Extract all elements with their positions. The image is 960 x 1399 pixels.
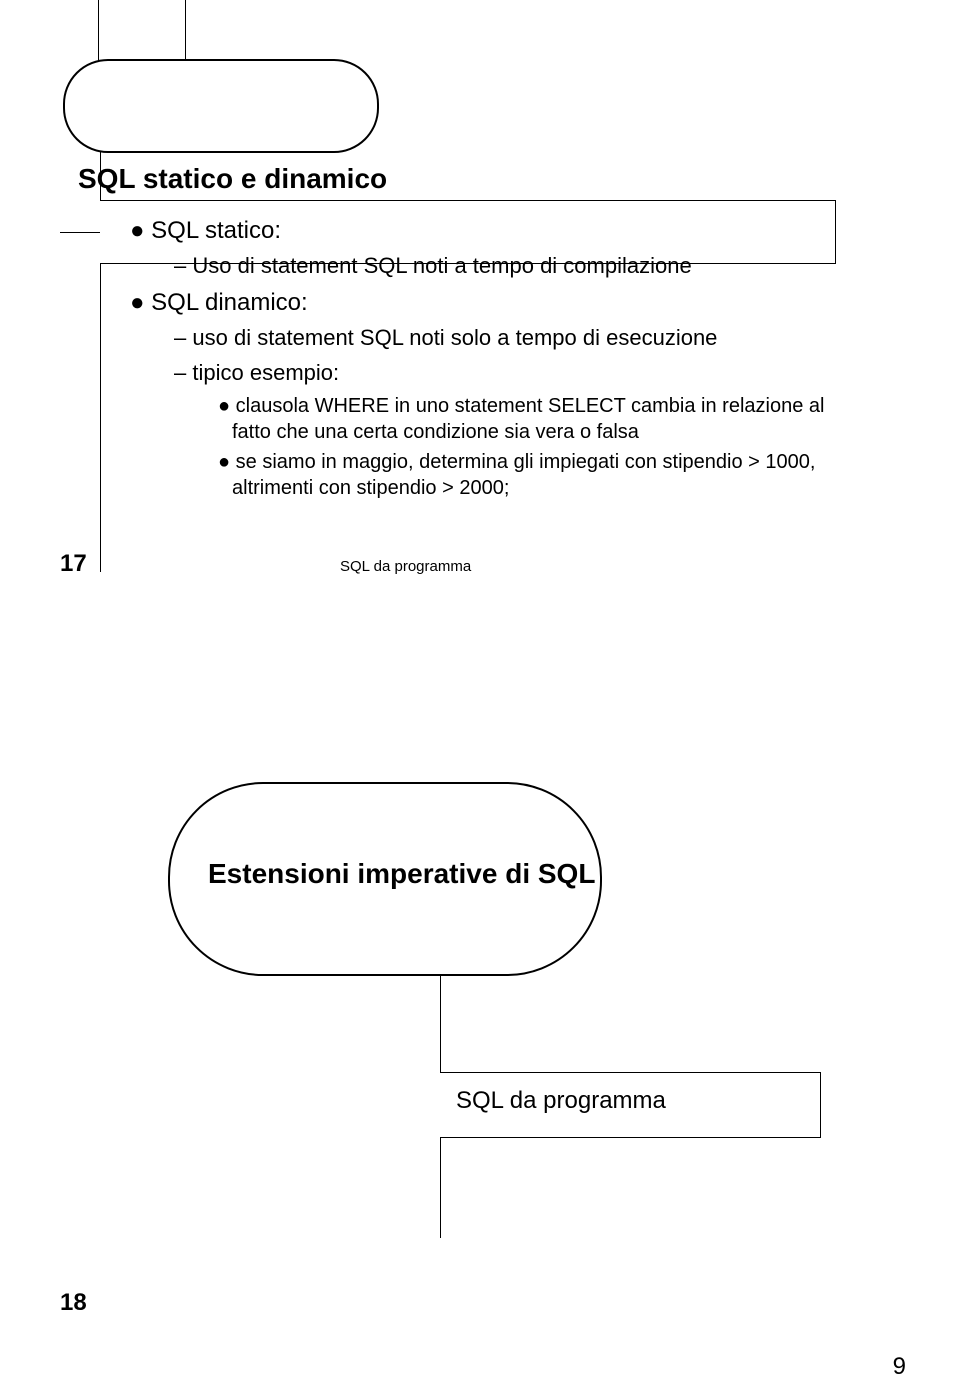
slide17-footer: SQL da programma [340,558,471,575]
bullet-l1: ● SQL statico: [130,215,840,246]
bullet-l1: ● SQL dinamico: [130,287,840,318]
slide17-bullets: ● SQL statico: – Uso di statement SQL no… [130,215,840,505]
bullet-l2: – uso di statement SQL noti solo a tempo… [174,324,840,353]
slide17-horizontal-connector [60,232,100,233]
slide18-subtitle: SQL da programma [456,1087,666,1115]
slide17-title-capsule [63,59,379,153]
bullet-l3: ● clausola WHERE in uno statement SELECT… [218,393,840,445]
slide17-top-connector-box [98,0,186,61]
page-number: 9 [893,1353,906,1381]
bullet-l2: – tipico esempio: [174,359,840,388]
bullet-l2: – Uso di statement SQL noti a tempo di c… [174,252,840,281]
page: SQL statico e dinamico ● SQL statico: – … [0,0,960,1399]
slide18-number: 18 [60,1289,87,1317]
slide17-title: SQL statico e dinamico [78,163,387,195]
slide17-number: 17 [60,550,87,578]
slide18-title: Estensioni imperative di SQL [208,858,595,890]
bullet-l3: ● se siamo in maggio, determina gli impi… [218,449,840,501]
